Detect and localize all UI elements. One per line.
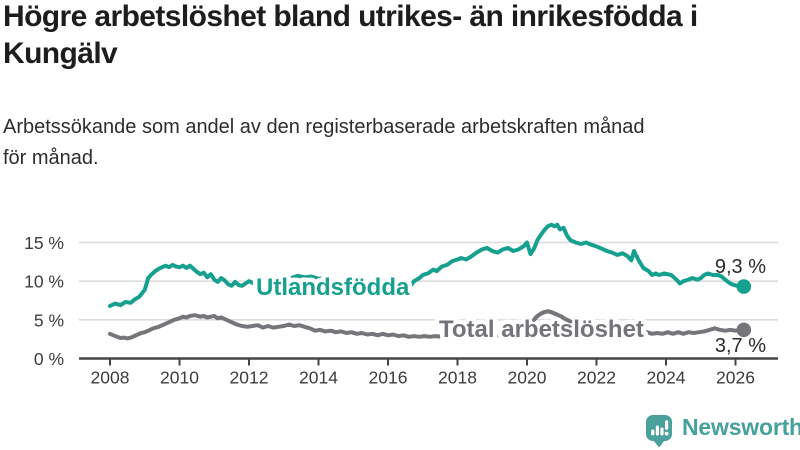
x-axis-tick-label: 2018: [438, 368, 477, 388]
chart-subtitle: Arbetssökande som andel av den registerb…: [3, 112, 799, 174]
y-axis-tick-label: 10 %: [24, 272, 64, 292]
x-axis-tick-label: 2012: [230, 368, 269, 388]
x-axis-tick-label: 2026: [716, 368, 755, 388]
title-line-1: Högre arbetslöshet bland utrikes- än inr…: [3, 0, 698, 33]
grid-layer: 0 % 5 % 10 % 15 %: [24, 233, 778, 369]
subtitle-line-2: för månad.: [3, 147, 99, 169]
end-dots-layer: [736, 279, 752, 338]
subtitle-line-1: Arbetssökande som andel av den registerb…: [3, 116, 645, 138]
y-axis-tick-label: 15 %: [24, 233, 64, 253]
end-value-label-utlandsfodda: 9,3 %: [715, 256, 766, 278]
x-axis-tick-label: 2008: [91, 368, 130, 388]
series-line-total: [108, 309, 746, 341]
line-overlay-layer: [532, 309, 573, 324]
series-label-total-arbetsloshet: Total arbetslöshet: [439, 316, 644, 343]
title-line-2: Kungälv: [3, 37, 118, 70]
page-title: Högre arbetslöshet bland utrikes- än inr…: [3, 0, 799, 72]
x-axis-tick-label: 2016: [369, 368, 408, 388]
series-lines-layer: [108, 222, 746, 341]
x-axis-tick-label: 2024: [647, 368, 686, 388]
newsworthy-logo: Newsworthy: [644, 412, 800, 448]
end-value-label-total: 3,7 %: [715, 335, 766, 357]
logo-wordmark: Newsworthy: [682, 414, 800, 440]
y-axis-tick-label: 0 %: [34, 349, 64, 369]
y-axis-tick-label: 5 %: [34, 310, 64, 330]
series-label-utlandsfodda: Utlandsfödda: [256, 274, 410, 301]
series-end-dot-utlandsfodda: [736, 279, 752, 294]
x-axis-tick-label: 2020: [508, 368, 547, 388]
total-line-covid-hump-overlay: [532, 309, 573, 324]
x-axis-tick-label: 2010: [160, 368, 199, 388]
series-line-utlandsfodda: [108, 222, 746, 308]
x-axis-tick-label: 2014: [299, 368, 338, 388]
x-axis-tick-label: 2022: [577, 368, 616, 388]
bar-chart-speech-bubble-icon: [646, 414, 672, 447]
line-chart: 0 %5 %10 %15 % 2008 2010 2012 2014 2016 2018 2…: [24, 222, 778, 388]
series-end-dot-total: [736, 322, 752, 338]
axis-layer: 2008 2010 2012 2014 2016 2018 2020 2022 2024 2026: [79, 357, 778, 388]
